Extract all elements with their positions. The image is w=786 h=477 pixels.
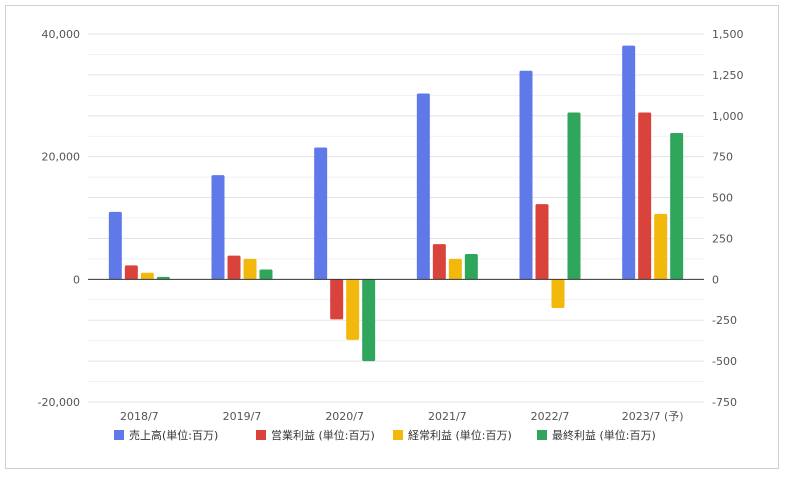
x-axis-tick-label: 2018/7	[120, 410, 159, 423]
bar	[622, 45, 636, 280]
bar	[535, 204, 549, 280]
legend: 売上高(単位:百万) 営業利益 (単位:百万) 経常利益 (単位:百万) 最終利益 (…	[114, 428, 656, 442]
x-axis-tick-label: 2021/7	[428, 410, 467, 423]
chart-frame: -20,000 0 20,000 40,000 -750 -500 -250 0 250 500…	[5, 5, 779, 469]
bar	[416, 93, 430, 280]
bar	[124, 265, 138, 280]
legend-swatch	[114, 430, 124, 440]
bar	[432, 244, 446, 280]
gridlines	[88, 33, 704, 403]
bar	[243, 258, 257, 280]
legend-label: 最終利益 (単位:百万)	[552, 428, 656, 442]
left-axis-tick-label: 0	[73, 273, 80, 286]
bar	[259, 269, 273, 280]
bar	[638, 112, 652, 280]
legend-label: 営業利益 (単位:百万)	[271, 428, 375, 442]
legend-label: 経常利益 (単位:百万)	[408, 428, 512, 442]
bar	[670, 132, 684, 280]
legend-swatch	[393, 430, 403, 440]
right-axis-tick-label: 1,250	[712, 69, 744, 82]
bar	[211, 175, 225, 280]
bar	[314, 147, 328, 280]
bar	[448, 258, 462, 280]
right-axis-tick-label: 0	[712, 273, 719, 286]
x-axis-tick-label: 2022/7	[531, 410, 570, 423]
bar	[654, 213, 668, 280]
right-axis-tick-label: 1,000	[712, 110, 744, 123]
bars	[108, 45, 684, 362]
left-axis-tick-label: -20,000	[38, 396, 80, 409]
bar	[140, 272, 154, 280]
bar	[227, 255, 241, 280]
chart-svg: -20,000 0 20,000 40,000 -750 -500 -250 0 250 500…	[38, 28, 744, 442]
bar	[551, 279, 565, 308]
right-axis-tick-label: -250	[712, 314, 737, 327]
right-axis-tick-label: 250	[712, 232, 733, 245]
x-axis-tick-label: 2023/7 (予)	[622, 410, 684, 423]
left-axis-tick-label: 40,000	[42, 28, 81, 41]
right-axis-tick-label: 500	[712, 192, 733, 205]
right-axis-tick-label: 1,500	[712, 28, 744, 41]
legend-label: 売上高(単位:百万)	[129, 428, 218, 442]
right-axis-tick-label: -750	[712, 396, 737, 409]
bar	[519, 70, 533, 280]
right-axis-tick-label: 750	[712, 151, 733, 164]
right-axis-tick-label: -500	[712, 355, 737, 368]
legend-swatch	[537, 430, 547, 440]
legend-swatch	[256, 430, 266, 440]
bar	[108, 211, 122, 280]
bar	[330, 279, 344, 320]
bar	[464, 253, 478, 280]
left-axis-ticks: -20,000 0 20,000 40,000	[38, 28, 80, 409]
bar	[567, 112, 581, 280]
x-axis-tick-label: 2020/7	[325, 410, 364, 423]
right-axis-ticks: -750 -500 -250 0 250 500 750 1,000 1,250 1,500	[712, 28, 744, 409]
bar	[346, 279, 360, 340]
bar	[362, 279, 376, 362]
x-axis-ticks: 2018/7 2019/7 2020/7 2021/7 2022/7 2023/7 (予)	[120, 410, 684, 423]
x-axis-tick-label: 2019/7	[223, 410, 262, 423]
left-axis-tick-label: 20,000	[42, 151, 81, 164]
bar	[156, 276, 170, 280]
